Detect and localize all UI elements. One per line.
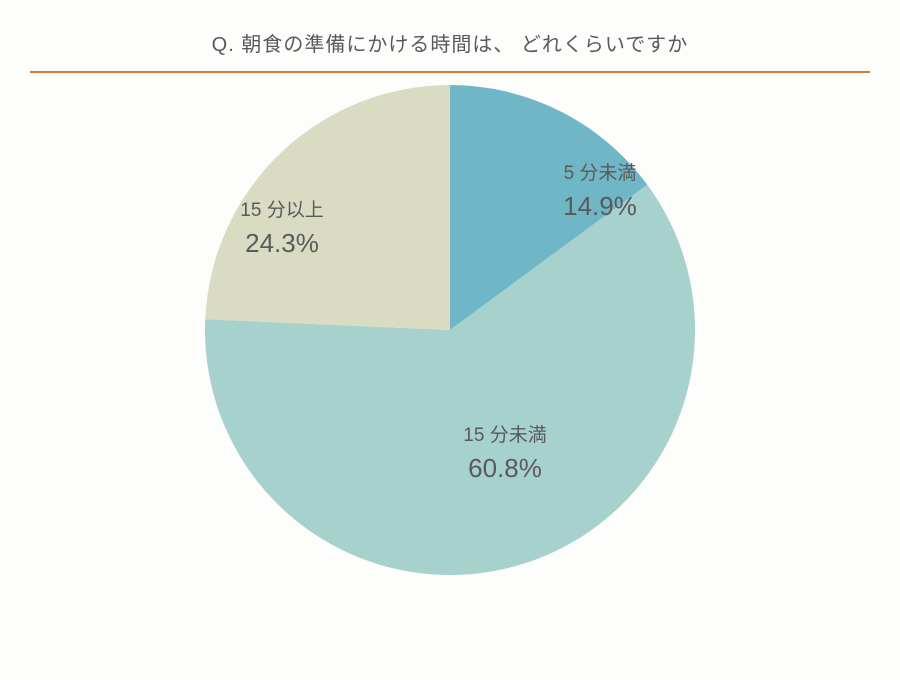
pie-chart: 5 分未満14.9% 15 分未満60.8% 15 分以上24.3% — [0, 85, 900, 580]
chart-title: Q. 朝食の準備にかける時間は、 どれくらいですか — [0, 28, 900, 57]
slice-label: 15 分未満60.8% — [435, 422, 575, 487]
slice-percent: 14.9% — [530, 188, 670, 226]
slice-name: 5 分未満 — [530, 160, 670, 188]
slice-label: 5 分未満14.9% — [530, 160, 670, 225]
slice-name: 15 分以上 — [212, 197, 352, 225]
slice-percent: 60.8% — [435, 450, 575, 488]
slice-label: 15 分以上24.3% — [212, 197, 352, 262]
title-rule — [30, 71, 870, 73]
slice-percent: 24.3% — [212, 225, 352, 263]
slice-name: 15 分未満 — [435, 422, 575, 450]
